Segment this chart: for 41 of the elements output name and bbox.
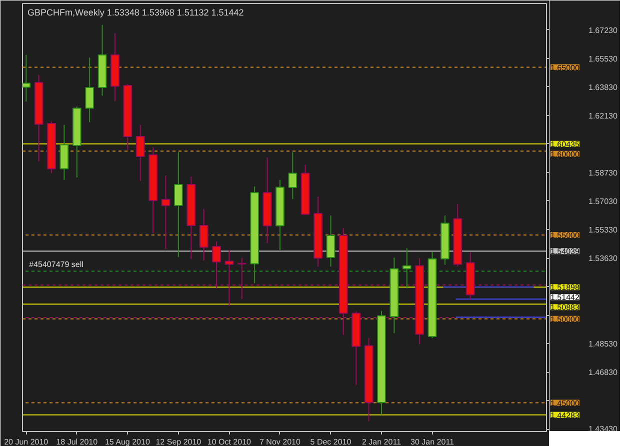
ref-line-label: 1.45000 xyxy=(550,398,580,408)
ref-line-label: 1.54039 xyxy=(550,247,580,256)
y-tick-label: 1.63830 xyxy=(588,82,618,92)
y-tick-label: 1.57030 xyxy=(588,196,618,206)
y-tick-label: 1.58730 xyxy=(588,168,618,178)
text: GBPCHFm,Weekly 1.53348 1.53968 1.51132 1.51442 xyxy=(28,8,244,18)
y-tick-label: 1.55330 xyxy=(588,225,618,234)
y-tick-label: 1.65530 xyxy=(588,54,618,64)
annotation: #45407479 sell xyxy=(29,260,84,269)
x-tick-label: 20 Jun 2010 xyxy=(4,438,49,446)
y-tick-label: 1.67230 xyxy=(588,26,618,35)
x-tick-label: 15 Aug 2010 xyxy=(104,438,150,446)
candlestick xyxy=(60,124,69,180)
x-tick-label: 10 Oct 2010 xyxy=(207,438,252,446)
ref-line-label: 1.51898 xyxy=(550,283,580,292)
candlestick xyxy=(174,152,183,258)
x-tick-label: 7 Nov 2010 xyxy=(260,438,301,446)
candlestick xyxy=(288,152,298,200)
ref-line-label: 1.65000 xyxy=(550,63,580,72)
y-tick-label: 1.48530 xyxy=(588,340,618,349)
text: 1.51442 xyxy=(550,293,580,302)
y-tick-label: 1.53630 xyxy=(588,254,618,264)
x-tick-label: 2 Jan 2011 xyxy=(362,438,402,446)
y-tick-label: 1.62130 xyxy=(588,111,618,120)
candlestick xyxy=(161,174,170,250)
x-tick-label: 12 Sep 2010 xyxy=(156,438,202,446)
candlestick xyxy=(326,215,336,268)
ref-line-label: 1.60435 xyxy=(550,140,580,149)
x-tick-label: 30 Jan 2011 xyxy=(410,438,455,446)
ref-line-label: 1.50000 xyxy=(550,314,580,324)
ref-line-label: 1.44283 xyxy=(550,410,580,420)
ref-line-label: 1.60000 xyxy=(550,150,580,159)
x-tick-label: 18 Jul 2010 xyxy=(56,438,98,446)
ref-line-label: 1.50883 xyxy=(550,303,580,312)
y-tick-label: 1.46830 xyxy=(588,368,618,378)
candlestick xyxy=(136,124,145,182)
candlestick xyxy=(85,57,94,123)
ref-line-label: 1.55000 xyxy=(550,231,580,240)
candlestick xyxy=(22,54,31,102)
candlestick xyxy=(199,208,208,262)
x-tick-label: 5 Dec 2010 xyxy=(310,438,352,446)
